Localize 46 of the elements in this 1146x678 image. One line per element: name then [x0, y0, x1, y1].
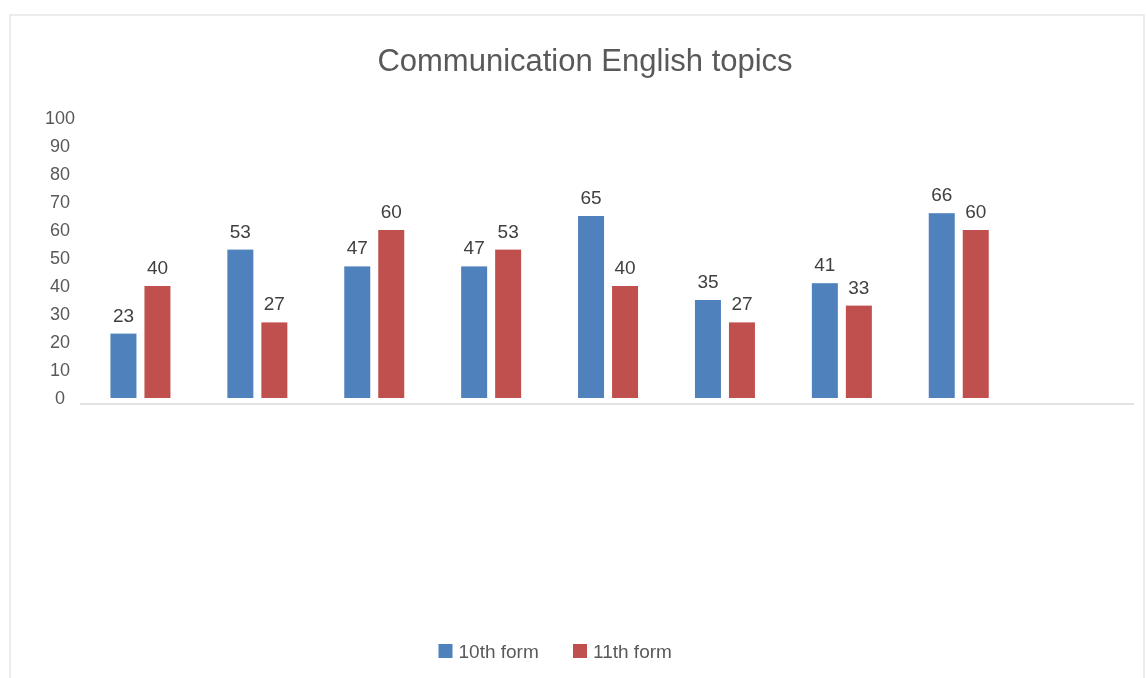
y-tick-label: 30 — [49, 304, 71, 324]
data-label: 47 — [463, 237, 485, 259]
data-label: 33 — [848, 276, 870, 298]
chart-title: Communication English topics — [377, 43, 793, 78]
bar — [845, 305, 872, 398]
data-label: 60 — [965, 201, 987, 222]
y-tick-label: 60 — [49, 220, 71, 240]
data-label: 65 — [580, 187, 602, 208]
data-label: 53 — [497, 220, 519, 242]
legend-label: 11th form — [593, 641, 672, 662]
bar — [378, 230, 405, 398]
y-tick-label: 0 — [54, 388, 66, 408]
bar — [811, 283, 838, 398]
data-label: 40 — [614, 257, 636, 278]
bar — [461, 266, 488, 398]
data-label: 23 — [112, 304, 135, 326]
data-label: 60 — [380, 201, 402, 222]
y-tick-label: 80 — [49, 164, 71, 184]
bar — [612, 286, 639, 398]
data-label: 66 — [931, 184, 953, 206]
bar — [495, 249, 522, 398]
y-tick-label: 20 — [49, 332, 71, 352]
bar — [344, 266, 371, 398]
bar — [694, 300, 721, 398]
y-tick-label: 50 — [49, 248, 71, 268]
y-tick-label: 40 — [49, 276, 71, 296]
data-label: 41 — [814, 254, 836, 276]
bar — [578, 216, 605, 398]
bar — [110, 333, 137, 398]
y-tick-label: 10 — [49, 360, 71, 380]
bar — [962, 230, 989, 398]
bar — [227, 249, 254, 398]
y-tick-label: 90 — [49, 136, 71, 156]
data-label: 47 — [346, 237, 368, 259]
y-tick-label: 100 — [44, 108, 76, 128]
bar — [928, 213, 955, 398]
legend-label: 10th form — [458, 641, 539, 662]
data-label: 35 — [697, 271, 719, 292]
data-label: 53 — [229, 220, 251, 242]
data-label: 40 — [146, 257, 169, 278]
data-label: 27 — [731, 293, 753, 315]
bar — [144, 286, 171, 398]
y-tick-label: 70 — [49, 192, 71, 212]
data-label: 27 — [263, 293, 285, 315]
bar — [261, 322, 288, 398]
bar — [728, 322, 755, 398]
